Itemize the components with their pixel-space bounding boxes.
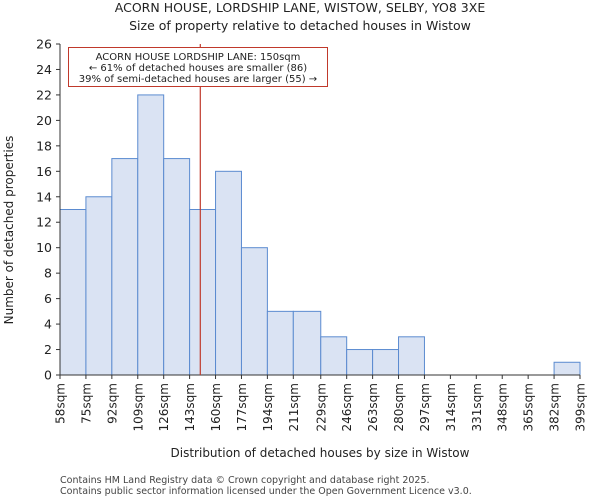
annotation-line-3: 39% of semi-detached houses are larger (… [78,74,318,85]
bar-160sqm [215,170,242,376]
bar-109sqm [137,94,165,376]
x-tick-label-0: 58sqm [54,383,68,424]
y-tick-label-14: 14 [36,189,52,204]
x-tick-label-14: 297sqm [418,383,432,431]
bar-92sqm [111,158,139,376]
x-tick-label-9: 211sqm [287,383,301,431]
x-tick-label-7: 177sqm [235,383,249,431]
x-tick-label-1: 75sqm [79,383,93,424]
x-tick-label-19: 382sqm [548,383,562,431]
x-tick-label-6: 160sqm [209,383,223,431]
x-tick-label-15: 314sqm [444,383,458,431]
y-tick-label-10: 10 [36,240,52,255]
y-tick-label-18: 18 [36,138,52,153]
footer-line-2: Contains public sector information licen… [60,486,472,497]
x-tick-label-5: 143sqm [183,383,197,431]
y-tick-label-4: 4 [44,317,52,332]
bar-211sqm [292,310,322,376]
x-tick-label-2: 92sqm [105,383,119,424]
bar-382sqm [553,361,581,376]
x-tick-label-16: 331sqm [470,383,484,431]
bar-194sqm [266,310,294,376]
y-tick-label-0: 0 [44,368,52,383]
x-tick-label-18: 365sqm [522,383,536,431]
chart-title: ACORN HOUSE, LORDSHIP LANE, WISTOW, SELB… [114,0,486,15]
x-tick-label-13: 280sqm [392,383,406,431]
x-tick-label-3: 109sqm [131,383,145,431]
x-tick-label-11: 246sqm [340,383,354,431]
bar-229sqm [320,336,348,376]
footer-line-1: Contains HM Land Registry data © Crown c… [60,475,430,486]
x-tick-label-10: 229sqm [314,383,328,431]
property-annotation-box: ACORN HOUSE LORDSHIP LANE: 150sqm ← 61% … [68,47,328,87]
bar-246sqm [346,349,374,376]
bar-280sqm [398,336,425,376]
y-tick-label-6: 6 [44,291,52,306]
x-tick-label-4: 126sqm [157,383,171,431]
bar-263sqm [372,349,400,376]
y-tick-label-24: 24 [36,62,52,77]
y-tick-label-2: 2 [44,342,52,357]
x-tick-label-8: 194sqm [261,383,275,431]
y-tick-label-22: 22 [36,87,52,102]
y-tick-label-16: 16 [36,164,52,179]
annotation-line-2: ← 61% of detached houses are smaller (86… [88,63,308,74]
chart-subtitle: Size of property relative to detached ho… [129,18,471,33]
x-axis-label: Distribution of detached houses by size … [170,446,470,460]
bar-75sqm [85,196,113,376]
bar-126sqm [163,158,191,376]
y-tick-label-12: 12 [36,215,52,230]
y-tick-label-20: 20 [36,113,52,128]
x-tick-label-17: 348sqm [496,383,510,431]
y-tick-label-8: 8 [44,266,52,281]
bar-58sqm [59,209,87,376]
annotation-line-1: ACORN HOUSE LORDSHIP LANE: 150sqm [95,52,301,63]
y-tick-label-26: 26 [36,37,52,52]
y-axis-label: Number of detached properties [2,135,16,325]
bar-143sqm [189,209,217,376]
x-tick-label-20: 399sqm [574,383,588,431]
bar-177sqm [240,247,268,376]
x-tick-label-12: 263sqm [366,383,380,431]
